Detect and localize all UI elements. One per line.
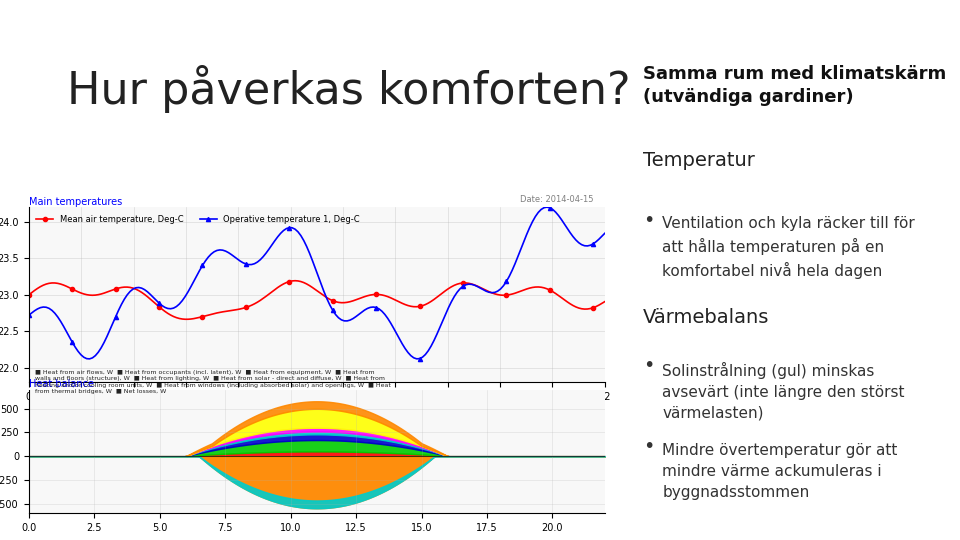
Text: Solinstrålning (gul) minskas
avsevärt (inte längre den störst
värmelasten): Solinstrålning (gul) minskas avsevärt (i… — [662, 362, 905, 421]
Mean air temperature, Deg-C — [576, 306, 588, 312]
Text: Main temperatures: Main temperatures — [29, 197, 122, 207]
Text: •: • — [643, 211, 655, 229]
Mean air temperature, Deg-C — [23, 292, 35, 298]
Operative temperature 1, Deg-C — [541, 204, 553, 211]
Text: ■ Heat from air flows, W  ■ Heat from occupants (incl. latent), W  ■ Heat from e: ■ Heat from air flows, W ■ Heat from occ… — [35, 370, 391, 394]
Text: Samma rum med klimatskärm
(utvändiga gardiner): Samma rum med klimatskärm (utvändiga gar… — [643, 65, 947, 106]
Text: •: • — [643, 437, 655, 456]
Mean air temperature, Deg-C — [131, 286, 142, 293]
Operative temperature 1, Deg-C — [23, 312, 35, 319]
Operative temperature 1, Deg-C — [180, 293, 191, 300]
Operative temperature 1, Deg-C — [46, 307, 58, 314]
Operative temperature 1, Deg-C — [599, 230, 611, 237]
Operative temperature 1, Deg-C — [84, 356, 95, 362]
Operative temperature 1, Deg-C — [58, 323, 69, 329]
Mean air temperature, Deg-C — [289, 278, 300, 284]
Text: Date: 2014-04-15: Date: 2014-04-15 — [519, 195, 593, 204]
Text: Värmebalans: Värmebalans — [643, 308, 770, 327]
Text: Temperatur: Temperatur — [643, 151, 756, 170]
Line: Operative temperature 1, Deg-C: Operative temperature 1, Deg-C — [27, 205, 607, 361]
Mean air temperature, Deg-C — [599, 299, 611, 305]
Operative temperature 1, Deg-C — [576, 241, 588, 248]
Text: Ventilation och kyla räcker till för
att hålla temperaturen på en
komfortabel ni: Ventilation och kyla räcker till för att… — [662, 216, 915, 279]
Mean air temperature, Deg-C — [58, 282, 69, 288]
Text: •: • — [643, 356, 655, 375]
Legend: Mean air temperature, Deg-C, Operative temperature 1, Deg-C: Mean air temperature, Deg-C, Operative t… — [33, 212, 363, 227]
Line: Mean air temperature, Deg-C: Mean air temperature, Deg-C — [27, 279, 607, 321]
Text: Hur påverkas komforten?: Hur påverkas komforten? — [67, 65, 631, 113]
Mean air temperature, Deg-C — [46, 280, 58, 286]
Text: Heat balance: Heat balance — [29, 379, 94, 389]
Mean air temperature, Deg-C — [180, 316, 191, 322]
Operative temperature 1, Deg-C — [133, 284, 145, 291]
Text: Mindre övertemperatur gör att
mindre värme ackumuleras i
byggnadsstommen: Mindre övertemperatur gör att mindre vär… — [662, 443, 898, 500]
Mean air temperature, Deg-C — [177, 316, 188, 322]
Operative temperature 1, Deg-C — [556, 216, 567, 222]
Mean air temperature, Deg-C — [556, 294, 567, 301]
